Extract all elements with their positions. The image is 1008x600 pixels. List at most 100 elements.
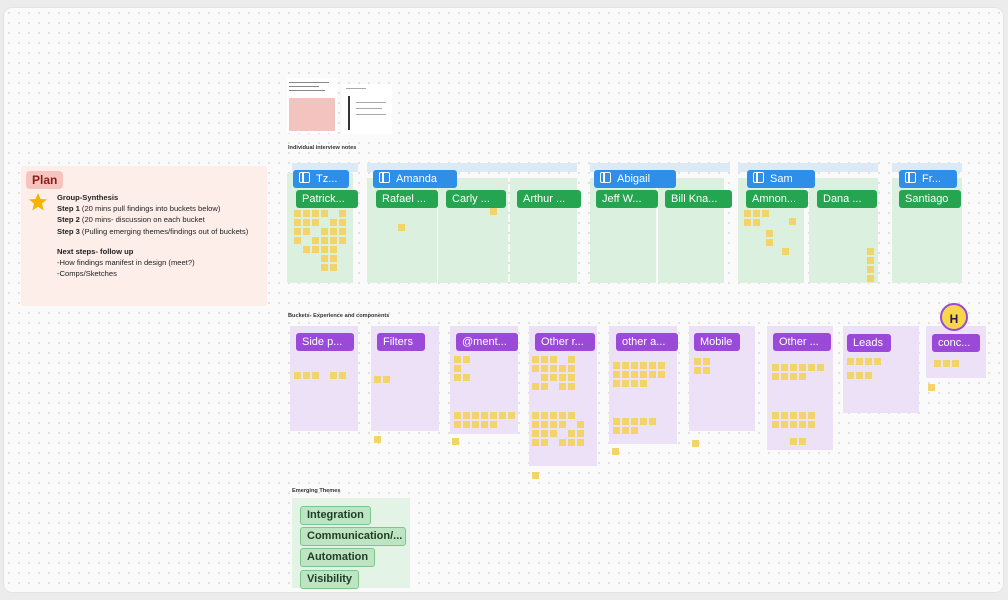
sticky-note[interactable] — [550, 412, 557, 419]
sticky-note[interactable] — [568, 430, 575, 437]
sticky-note[interactable] — [799, 412, 806, 419]
sticky-note[interactable] — [559, 374, 566, 381]
sticky-note[interactable] — [799, 421, 806, 428]
sticky-note[interactable] — [508, 412, 515, 419]
sticky-note[interactable] — [782, 248, 789, 255]
sticky-note[interactable] — [658, 371, 665, 378]
sticky-note[interactable] — [339, 210, 346, 217]
sticky-note[interactable] — [454, 365, 461, 372]
sticky-note[interactable] — [532, 412, 539, 419]
sticky-note[interactable] — [703, 367, 710, 374]
sticky-note[interactable] — [577, 430, 584, 437]
person-tag-jeff[interactable]: Jeff W... — [596, 190, 658, 208]
sticky-note[interactable] — [321, 237, 328, 244]
sticky-note[interactable] — [568, 439, 575, 446]
sticky-note[interactable] — [631, 380, 638, 387]
sticky-note[interactable] — [631, 362, 638, 369]
sticky-note[interactable] — [753, 210, 760, 217]
sticky-note[interactable] — [312, 237, 319, 244]
sticky-note[interactable] — [303, 210, 310, 217]
bucket-tag-other-a[interactable]: other a... — [616, 333, 678, 351]
sticky-note[interactable] — [577, 421, 584, 428]
sticky-note[interactable] — [790, 421, 797, 428]
whiteboard-canvas[interactable]: Plan Group-Synthesis Step 1 (20 mins pul… — [4, 8, 1003, 592]
sticky-note[interactable] — [559, 421, 566, 428]
sticky-note[interactable] — [772, 373, 779, 380]
sticky-note[interactable] — [856, 358, 863, 365]
sticky-note[interactable] — [613, 427, 620, 434]
sticky-note[interactable] — [541, 412, 548, 419]
sticky-note[interactable] — [321, 246, 328, 253]
sticky-note[interactable] — [550, 356, 557, 363]
sticky-note[interactable] — [649, 371, 656, 378]
sticky-note[interactable] — [568, 412, 575, 419]
sticky-note[interactable] — [532, 383, 539, 390]
sticky-note[interactable] — [568, 365, 575, 372]
sticky-note[interactable] — [499, 412, 506, 419]
sticky-note[interactable] — [789, 218, 796, 225]
board-tag[interactable]: Amanda — [373, 170, 457, 188]
sticky-note[interactable] — [622, 380, 629, 387]
bucket-tag-leads[interactable]: Leads — [847, 334, 891, 352]
board-tag[interactable]: Sam — [747, 170, 815, 188]
sticky-note[interactable] — [490, 421, 497, 428]
sticky-note[interactable] — [790, 373, 797, 380]
sticky-note[interactable] — [330, 219, 337, 226]
sticky-note[interactable] — [330, 228, 337, 235]
sticky-note[interactable] — [781, 364, 788, 371]
theme-communication[interactable]: Communication/... — [300, 527, 406, 546]
sticky-note[interactable] — [874, 358, 881, 365]
sticky-note[interactable] — [799, 438, 806, 445]
sticky-note[interactable] — [613, 362, 620, 369]
sticky-note[interactable] — [568, 383, 575, 390]
sticky-note[interactable] — [490, 208, 497, 215]
sticky-note[interactable] — [550, 374, 557, 381]
sticky-note[interactable] — [312, 372, 319, 379]
sticky-note[interactable] — [865, 358, 872, 365]
sticky-note[interactable] — [312, 246, 319, 253]
sticky-note[interactable] — [640, 380, 647, 387]
sticky-note[interactable] — [790, 438, 797, 445]
sticky-note[interactable] — [613, 371, 620, 378]
sticky-note[interactable] — [312, 210, 319, 217]
person-tag-bill[interactable]: Bill Kna... — [665, 190, 732, 208]
sticky-note[interactable] — [321, 228, 328, 235]
sticky-note[interactable] — [867, 275, 874, 282]
sticky-note[interactable] — [943, 360, 950, 367]
sticky-note[interactable] — [928, 384, 935, 391]
bucket-tag-other[interactable]: Other ... — [773, 333, 831, 351]
sticky-note[interactable] — [622, 427, 629, 434]
sticky-note[interactable] — [694, 367, 701, 374]
sticky-note[interactable] — [772, 421, 779, 428]
sticky-note[interactable] — [550, 365, 557, 372]
sticky-note[interactable] — [541, 356, 548, 363]
theme-visibility[interactable]: Visibility — [300, 570, 360, 589]
sticky-note[interactable] — [463, 356, 470, 363]
sticky-note[interactable] — [817, 364, 824, 371]
sticky-note[interactable] — [321, 255, 328, 262]
sticky-note[interactable] — [541, 430, 548, 437]
sticky-note[interactable] — [303, 219, 310, 226]
person-tag-carly[interactable]: Carly ... — [446, 190, 506, 208]
sticky-note[interactable] — [559, 383, 566, 390]
sticky-note[interactable] — [622, 362, 629, 369]
sticky-note[interactable] — [692, 440, 699, 447]
sticky-note[interactable] — [532, 365, 539, 372]
sticky-note[interactable] — [330, 246, 337, 253]
person-tag-rafael[interactable]: Rafael ... — [376, 190, 438, 208]
sticky-note[interactable] — [799, 373, 806, 380]
person-tag-patrick[interactable]: Patrick... — [296, 190, 358, 208]
sticky-note[interactable] — [454, 356, 461, 363]
sticky-note[interactable] — [532, 430, 539, 437]
sticky-note[interactable] — [541, 383, 548, 390]
sticky-note[interactable] — [559, 365, 566, 372]
sticky-note[interactable] — [374, 436, 381, 443]
sticky-note[interactable] — [330, 237, 337, 244]
bucket-tag-mentions[interactable]: @ment... — [456, 333, 518, 351]
sticky-note[interactable] — [541, 365, 548, 372]
sticky-note[interactable] — [481, 412, 488, 419]
sticky-note[interactable] — [808, 421, 815, 428]
sticky-note[interactable] — [339, 219, 346, 226]
sticky-note[interactable] — [321, 210, 328, 217]
sticky-note[interactable] — [640, 418, 647, 425]
